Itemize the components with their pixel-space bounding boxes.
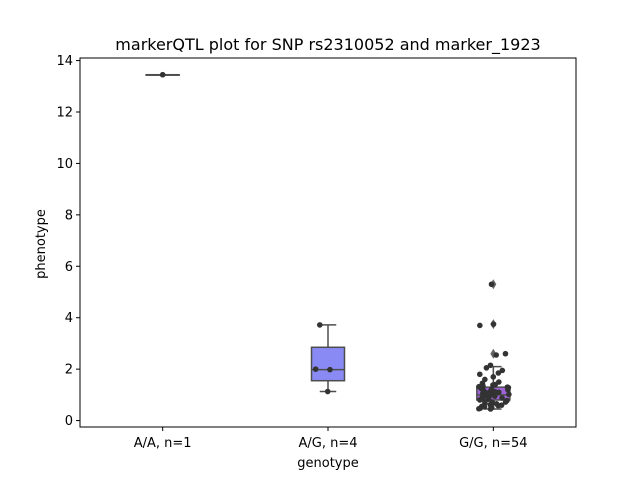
data-point [487,362,494,369]
data-point [477,397,483,403]
data-point [327,366,333,373]
y-tick-label: 14 [56,54,73,69]
data-point [506,391,512,398]
data-point [159,71,166,78]
x-tick-label: G/G, n=54 [459,436,527,451]
data-point [476,405,482,412]
y-tick-label: 10 [56,157,73,172]
data-point [317,322,323,328]
data-point [488,281,495,288]
data-point [502,399,509,405]
y-tick-label: 4 [65,311,73,326]
y-axis-label: phenotype [34,209,49,279]
chart-title: markerQTL plot for SNP rs2310052 and mar… [115,35,540,55]
data-point [312,366,319,372]
plot-frame [79,57,577,428]
data-point [487,406,494,412]
plot-layer: 0 2 4 6 8 10 12 14 A/A, n=1 A/G, n=4 G/G, n=54 [56,54,527,451]
data-point [495,402,502,409]
data-point [496,389,502,396]
box-iqr [310,346,346,382]
x-tick-label: A/A, n=1 [134,436,192,451]
y-tick-label: 2 [65,363,73,378]
data-point [324,388,331,395]
data-point [502,350,509,357]
x-tick-label: A/G, n=4 [298,436,357,451]
data-point [492,393,498,399]
y-tick-label: 6 [65,260,73,275]
y-tick-label: 8 [65,208,73,223]
y-tick-label: 0 [65,414,73,429]
data-point [490,374,497,380]
data-point [499,367,506,374]
data-point [499,395,505,401]
data-point [476,371,483,378]
data-point [490,321,497,327]
y-tick-label: 12 [56,106,73,121]
data-point [481,404,488,410]
x-axis-label: genotype [297,456,358,471]
data-point [483,365,490,371]
data-point [495,370,502,376]
data-point [477,322,483,329]
data-point [505,386,511,393]
data-point [493,352,499,358]
